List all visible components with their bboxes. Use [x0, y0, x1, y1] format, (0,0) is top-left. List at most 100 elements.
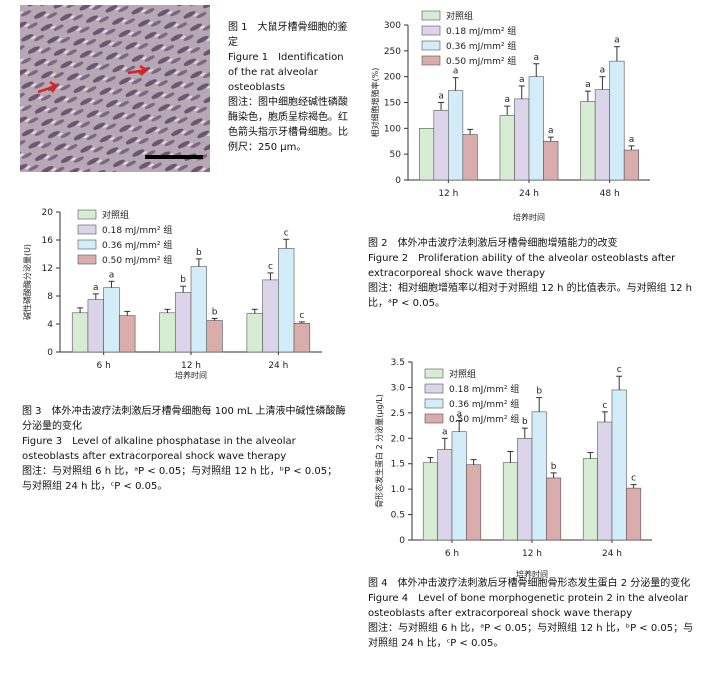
x-tick-label: 6 h — [97, 361, 111, 371]
significance-label: b — [536, 387, 542, 397]
y-tick-label: 100 — [384, 124, 401, 134]
bar — [462, 134, 478, 181]
bar — [174, 292, 192, 353]
x-tick-label: 12 h — [438, 189, 458, 199]
caption-title-en: Figure 2 Proliferation ability of the al… — [368, 253, 676, 279]
bar — [437, 449, 453, 541]
bar — [418, 128, 435, 181]
legend-swatch — [421, 55, 441, 66]
caption-note: 图注：图中细胞经碱性磷酸酶染色，胞质呈棕褐色。红色箭头指示牙槽骨细胞。比例尺：2… — [228, 97, 348, 153]
error-bar — [124, 310, 131, 316]
y-tick-label: 250 — [384, 47, 401, 57]
bar — [543, 140, 559, 181]
x-tick-label: 48 h — [600, 189, 620, 199]
error-bar — [441, 437, 448, 450]
legend-label: 0.50 mJ/mm² 组 — [449, 413, 519, 425]
significance-label: b — [522, 417, 528, 427]
error-bar — [630, 484, 637, 489]
y-tick-label: 300 — [384, 21, 401, 31]
bar — [246, 313, 263, 353]
error-bar — [536, 397, 543, 412]
y-axis-label: 相对细胞增殖率(%) — [370, 68, 380, 138]
legend-swatch — [424, 413, 444, 424]
y-axis-label: 骨形态发生蛋白 2 分泌量(μg/L) — [374, 394, 384, 508]
bar — [87, 299, 104, 353]
x-axis-label: 培养时间 — [175, 370, 207, 380]
error-bar — [251, 308, 258, 314]
error-bar — [507, 451, 514, 463]
legend-swatch — [424, 383, 444, 394]
caption-note: 图注：相对细胞增殖率以相对于对照组 12 h 的比值表示。与对照组 12 h 比… — [368, 283, 693, 309]
bar — [422, 462, 438, 541]
error-bar — [92, 293, 99, 300]
legend-label: 0.18 mJ/mm² 组 — [102, 224, 172, 236]
legend-swatch — [77, 224, 97, 235]
bar — [626, 487, 642, 541]
y-tick-label: 0.5 — [391, 511, 405, 521]
bar — [278, 248, 295, 353]
legend-label: 0.50 mJ/mm² 组 — [102, 254, 172, 266]
legend-swatch — [421, 10, 441, 21]
legend-swatch — [424, 368, 444, 379]
error-bar — [550, 472, 557, 478]
significance-label: a — [614, 36, 620, 46]
caption-title-en: Figure 4 Level of bone morphogenetic pro… — [368, 593, 689, 619]
y-tick-label: 3.5 — [391, 358, 405, 368]
x-tick-label: 24 h — [602, 549, 622, 559]
bar — [293, 322, 311, 353]
bar — [580, 101, 596, 181]
error-bar — [164, 308, 171, 313]
significance-label: a — [519, 75, 525, 85]
significance-label: c — [631, 474, 636, 484]
legend-swatch — [77, 239, 97, 250]
error-bar — [452, 77, 459, 91]
y-tick-label: 0 — [47, 348, 53, 358]
bar — [517, 437, 533, 541]
bar — [594, 89, 610, 181]
bar — [502, 462, 518, 541]
legend-swatch — [421, 40, 441, 51]
significance-label: a — [456, 409, 462, 419]
error-bar — [547, 136, 554, 142]
x-tick-label: 24 h — [268, 361, 288, 371]
significance-label: b — [551, 462, 557, 472]
error-bar — [283, 238, 290, 249]
x-tick-label: 24 h — [519, 189, 539, 199]
legend-label: 0.50 mJ/mm² 组 — [446, 55, 516, 67]
x-axis-label: 培养时间 — [516, 569, 548, 579]
figure3-caption: 图 3 体外冲击波疗法刺激后牙槽骨细胞每 100 mL 上清液中碱性磷酸酶分泌量… — [22, 404, 347, 494]
caption-title: 图 4 体外冲击波疗法刺激后牙槽骨细胞骨形态发生蛋白 2 分泌量的变化 — [368, 578, 691, 589]
error-bar — [599, 76, 606, 90]
caption-title: 图 3 体外冲击波疗法刺激后牙槽骨细胞每 100 mL 上清液中碱性磷酸酶分泌量… — [22, 406, 346, 432]
error-bar — [467, 128, 474, 135]
error-bar — [518, 85, 525, 99]
legend-label: 对照组 — [102, 209, 129, 221]
y-tick-label: 2.5 — [391, 409, 405, 419]
error-bar — [613, 46, 620, 62]
significance-label: a — [585, 80, 591, 90]
bar — [433, 109, 449, 181]
bar — [103, 287, 120, 353]
bar — [609, 60, 625, 181]
y-tick-label: 16 — [42, 236, 54, 246]
error-bar — [616, 375, 623, 390]
y-tick-label: 2.0 — [391, 434, 406, 444]
error-bar — [427, 457, 434, 463]
bar — [448, 90, 464, 181]
significance-label: c — [602, 401, 607, 411]
bar — [190, 266, 208, 353]
significance-label: c — [284, 228, 289, 238]
significance-label: c — [617, 365, 622, 375]
bar — [499, 115, 515, 181]
error-bar — [587, 452, 594, 459]
bar — [71, 312, 89, 353]
bar — [546, 477, 562, 541]
figure2-caption: 图 2 体外冲击波疗法刺激后牙槽骨细胞增殖能力的改变 Figure 2 Prol… — [368, 236, 698, 311]
y-axis-label: 碱性磷酸酶分泌量(U) — [22, 244, 32, 320]
y-tick-label: 20 — [42, 208, 54, 218]
significance-label: b — [180, 275, 186, 285]
legend-swatch — [421, 25, 441, 36]
error-bar — [195, 258, 202, 267]
caption-title-en: Figure 1 Identification of the rat alveo… — [228, 52, 344, 93]
